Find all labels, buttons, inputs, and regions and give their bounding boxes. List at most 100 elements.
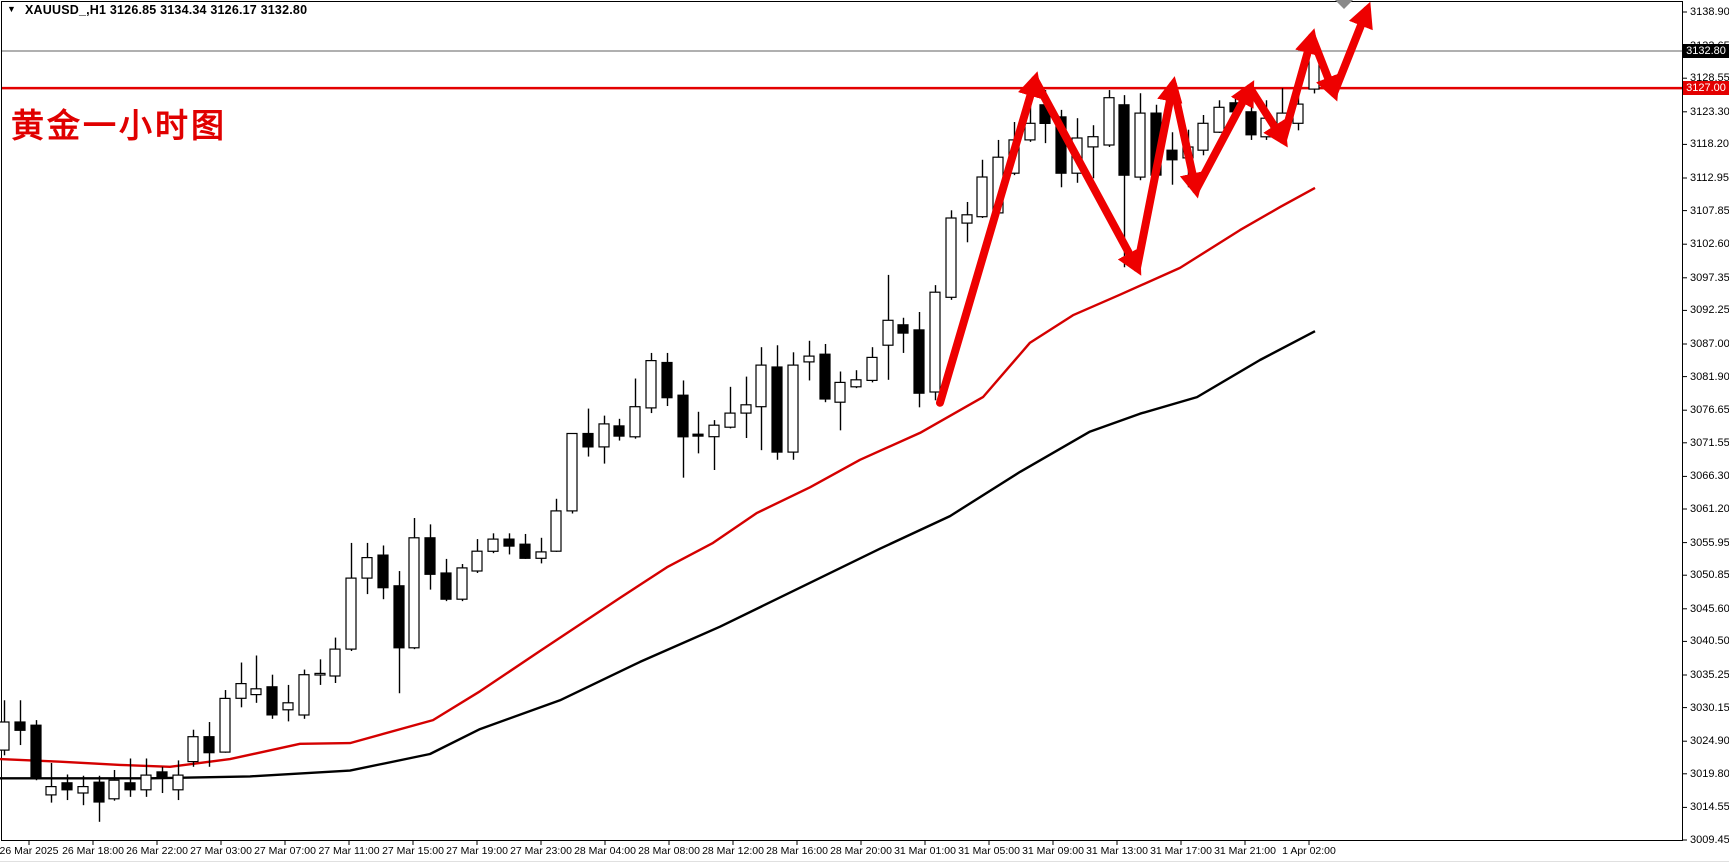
trend-arrow-segment[interactable] bbox=[1330, 1, 1373, 98]
price-axis-label: 3035.25 bbox=[1690, 669, 1729, 681]
candle-body-up bbox=[961, 214, 973, 224]
candle-body-up bbox=[1087, 136, 1099, 148]
candle-body-up bbox=[235, 682, 247, 699]
candle-body-down bbox=[61, 782, 73, 791]
trend-arrow-segment[interactable] bbox=[936, 71, 1043, 407]
candle-body-down bbox=[440, 572, 452, 600]
time-axis-label: 27 Mar 11:00 bbox=[318, 845, 380, 857]
candle-body-down bbox=[503, 538, 515, 547]
axis-ticks bbox=[28, 11, 1687, 845]
time-axis-label: 31 Mar 05:00 bbox=[958, 845, 1020, 857]
price-axis-label: 3024.90 bbox=[1690, 735, 1729, 747]
price-axis-label: 3102.60 bbox=[1690, 238, 1729, 250]
candle-body-up bbox=[866, 356, 878, 381]
candle-body-up bbox=[298, 674, 310, 716]
horizontal-price-lines[interactable] bbox=[2, 50, 1682, 90]
time-axis-label: 27 Mar 07:00 bbox=[254, 845, 316, 857]
time-axis-label: 26 Mar 22:00 bbox=[126, 845, 188, 857]
trend-arrow-annotation[interactable] bbox=[936, 1, 1373, 407]
candle-body-up bbox=[219, 697, 231, 753]
candle-body-up bbox=[929, 291, 941, 393]
trend-arrow-segment[interactable] bbox=[1279, 28, 1320, 144]
candle-body-up bbox=[708, 424, 720, 438]
candle-body-down bbox=[266, 686, 278, 716]
trend-arrow-segment[interactable] bbox=[1308, 32, 1340, 102]
candle-body-up bbox=[550, 510, 562, 552]
time-axis-label: 28 Mar 16:00 bbox=[766, 845, 828, 857]
price-axis-label: 3071.55 bbox=[1690, 437, 1729, 449]
price-axis-label: 3055.95 bbox=[1690, 537, 1729, 549]
candle-body-down bbox=[393, 585, 405, 649]
price-axis-label: 3118.20 bbox=[1690, 138, 1729, 150]
candle-body-up bbox=[361, 556, 373, 579]
price-axis-label: 3050.85 bbox=[1690, 569, 1729, 581]
trend-arrow-segment[interactable] bbox=[1031, 75, 1142, 276]
time-axis-label: 31 Mar 17:00 bbox=[1150, 845, 1212, 857]
time-axis-label: 28 Mar 04:00 bbox=[574, 845, 636, 857]
candle-body-up bbox=[1103, 97, 1115, 146]
trend-arrow-segment[interactable] bbox=[1192, 80, 1255, 194]
price-axis-label: 3097.35 bbox=[1690, 272, 1729, 284]
candle-body-up bbox=[108, 779, 120, 800]
price-axis-label: 3009.45 bbox=[1690, 834, 1729, 846]
price-axis-label: 3066.30 bbox=[1690, 470, 1729, 482]
candlesticks bbox=[0, 41, 1320, 822]
candle-body-down bbox=[913, 329, 925, 394]
candle-body-down bbox=[677, 394, 689, 438]
anchor-triangle-icon[interactable] bbox=[1335, 0, 1353, 9]
candle-body-up bbox=[0, 721, 10, 751]
candle-body-up bbox=[882, 319, 894, 346]
candle-body-up bbox=[1197, 122, 1209, 151]
candle-body-down bbox=[519, 543, 531, 559]
candle-body-down bbox=[30, 724, 42, 779]
trend-arrow-segment[interactable] bbox=[1133, 76, 1183, 272]
candle-body-down bbox=[156, 771, 168, 779]
oneclick-dropdown-icon[interactable]: ▼ bbox=[7, 4, 16, 14]
candle-body-up bbox=[345, 577, 357, 650]
trend-arrow-segment[interactable] bbox=[1169, 80, 1205, 199]
ma-slow-black bbox=[0, 330, 1316, 780]
candle-body-up bbox=[487, 538, 499, 552]
candle-body-up bbox=[566, 432, 578, 512]
time-axis-label: 31 Mar 09:00 bbox=[1022, 845, 1084, 857]
candle-body-up bbox=[282, 702, 294, 711]
candle-body-up bbox=[314, 672, 326, 676]
chart-plot-area[interactable] bbox=[1, 1, 1683, 841]
candle-body-down bbox=[582, 432, 594, 448]
time-axis-label: 26 Mar 18:00 bbox=[62, 845, 124, 857]
candle-body-up bbox=[187, 736, 199, 763]
trend-arrow-segment[interactable] bbox=[1246, 84, 1288, 148]
candle-body-down bbox=[124, 782, 136, 791]
price-axis-label: 3092.25 bbox=[1690, 304, 1729, 316]
time-axis-label: 31 Mar 01:00 bbox=[894, 845, 956, 857]
candle-body-up bbox=[1213, 106, 1225, 133]
price-axis-label: 3045.60 bbox=[1690, 603, 1729, 615]
price-axis-label: 3112.95 bbox=[1690, 172, 1729, 184]
current-price-tag: 3132.80 bbox=[1683, 44, 1729, 58]
time-axis-label: 31 Mar 13:00 bbox=[1086, 845, 1148, 857]
candle-body-up bbox=[535, 551, 547, 559]
candle-body-down bbox=[613, 425, 625, 437]
candle-body-up bbox=[45, 785, 57, 796]
candle-body-up bbox=[755, 364, 767, 408]
candle-body-down bbox=[771, 366, 783, 453]
candle-body-up bbox=[803, 355, 815, 363]
time-axis-label: 27 Mar 19:00 bbox=[446, 845, 508, 857]
candle-body-down bbox=[377, 554, 389, 589]
candle-body-up bbox=[598, 423, 610, 448]
candle-body-up bbox=[834, 381, 846, 403]
candle-body-down bbox=[897, 324, 909, 334]
candle-body-up bbox=[1024, 122, 1036, 141]
price-axis-label: 3019.80 bbox=[1690, 768, 1729, 780]
candle-body-down bbox=[819, 353, 831, 400]
ma-fast-red bbox=[0, 186, 1316, 768]
candle-body-up bbox=[645, 360, 657, 409]
window-separator bbox=[0, 861, 1729, 862]
candle-body-up bbox=[140, 774, 152, 791]
candle-body-up bbox=[787, 364, 799, 453]
price-axis-label: 3030.15 bbox=[1690, 702, 1729, 714]
time-axis-label: 31 Mar 21:00 bbox=[1214, 845, 1276, 857]
candle-body-down bbox=[1118, 104, 1130, 176]
